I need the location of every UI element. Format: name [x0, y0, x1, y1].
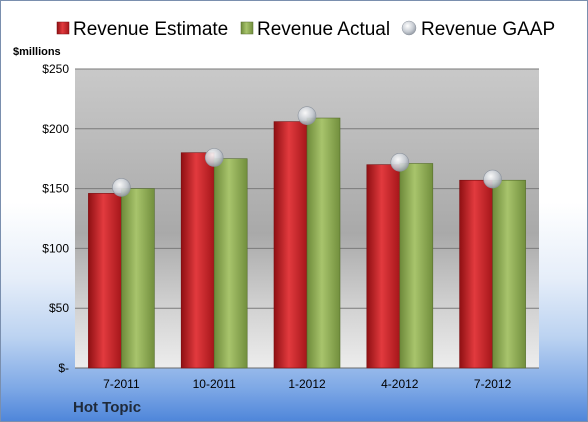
bar-revenue-estimate — [273, 121, 308, 369]
x-tick-label: 10-2011 — [193, 377, 236, 391]
x-tick-label: 7-2011 — [103, 377, 140, 391]
legend-swatch-revenue-estimate — [56, 21, 70, 35]
y-tick-label: $150 — [42, 182, 69, 196]
bar-revenue-actual — [306, 117, 341, 369]
company-name: Hot Topic — [73, 399, 141, 416]
bar-revenue-estimate — [180, 152, 215, 369]
bar-revenue-actual — [492, 179, 526, 369]
y-tick-label: $100 — [42, 241, 69, 255]
y-axis-unit-label: $millions — [13, 46, 61, 58]
bar-revenue-estimate — [459, 179, 493, 369]
x-tick-label: 7-2012 — [474, 377, 512, 391]
marker-revenue-gaap — [112, 178, 131, 197]
y-tick-label: $250 — [42, 62, 69, 76]
marker-revenue-gaap — [204, 148, 224, 167]
legend-label-revenue-actual: Revenue Actual — [257, 19, 390, 40]
y-tick-label: $- — [58, 361, 69, 375]
legend-marker-revenue-gaap — [401, 20, 417, 36]
legend: Revenue Estimate Revenue Actual Revenue … — [56, 19, 555, 40]
bar-series — [88, 117, 526, 369]
legend-swatch-revenue-actual — [240, 21, 254, 35]
x-tick-label: 4-2012 — [381, 377, 419, 391]
x-axis-ticks: 7-2011 10-2011 1-2012 4-2012 7-2012 — [103, 377, 511, 391]
marker-revenue-gaap — [297, 106, 317, 125]
marker-revenue-gaap — [483, 169, 502, 189]
bar-revenue-actual — [399, 163, 434, 369]
bar-revenue-actual — [213, 158, 248, 369]
x-tick-label: 1-2012 — [288, 377, 326, 391]
bar-revenue-estimate — [366, 164, 401, 369]
bar-revenue-actual — [121, 188, 155, 369]
marker-revenue-gaap — [390, 152, 410, 172]
gaap-markers — [112, 106, 502, 197]
y-tick-label: $200 — [42, 122, 69, 136]
legend-label-revenue-estimate: Revenue Estimate — [73, 19, 228, 40]
bar-revenue-estimate — [88, 193, 122, 369]
y-axis-ticks: $- $50 $100 $150 $200 $250 — [42, 62, 69, 375]
y-tick-label: $50 — [49, 301, 69, 315]
legend-label-revenue-gaap: Revenue GAAP — [421, 19, 555, 40]
